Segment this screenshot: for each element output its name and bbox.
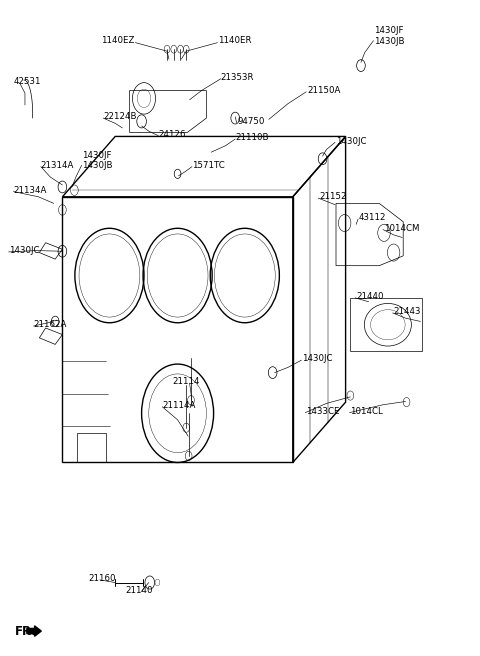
Text: 21150A: 21150A [307,86,341,95]
Text: 21314A: 21314A [41,161,74,170]
Text: 1140EZ: 1140EZ [101,36,134,45]
Text: 21160: 21160 [89,574,116,583]
FancyArrow shape [27,626,41,636]
Text: 1140ER: 1140ER [218,36,252,45]
Text: 21162A: 21162A [34,320,67,329]
Text: 1433CE: 1433CE [306,407,340,416]
Text: FR.: FR. [15,625,37,638]
Text: 21110B: 21110B [235,133,269,142]
Text: 1430JF
1430JB: 1430JF 1430JB [82,151,112,171]
Text: 22124B: 22124B [103,112,137,121]
Text: 43112: 43112 [359,213,386,222]
Text: 1430JC: 1430JC [9,246,39,255]
Text: 21134A: 21134A [13,186,47,195]
Text: 21440: 21440 [356,292,384,301]
Text: 21353R: 21353R [221,73,254,82]
Text: 1430JF
1430JB: 1430JF 1430JB [374,26,405,46]
Text: 94750: 94750 [238,117,265,126]
Text: 1430JC: 1430JC [302,354,333,363]
Text: 42531: 42531 [13,77,41,87]
Text: 1014CM: 1014CM [384,224,420,233]
Text: 21140: 21140 [126,586,153,595]
Text: 1430JC: 1430JC [336,136,367,146]
Text: 21152: 21152 [319,192,347,201]
Text: 1571TC: 1571TC [192,161,225,170]
Text: 1014CL: 1014CL [350,407,383,416]
Text: 21443: 21443 [394,307,421,316]
Text: 21114A: 21114A [162,401,196,410]
Text: 21114: 21114 [173,377,200,386]
Text: 24126: 24126 [158,130,186,139]
